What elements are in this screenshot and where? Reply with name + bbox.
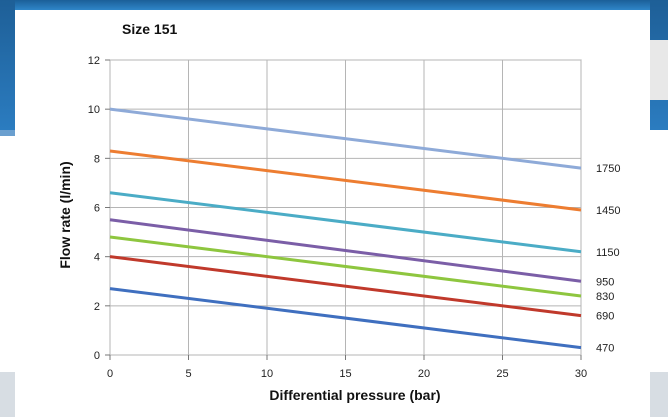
series-label-1750: 1750	[596, 163, 620, 175]
window-top-bar	[0, 0, 668, 10]
y-tick-label: 0	[94, 350, 100, 362]
series-lines	[109, 107, 582, 350]
x-tick-label: 25	[496, 368, 508, 380]
series-line-1150	[109, 191, 582, 254]
x-axis-ticks: 0 5 10 15 20 25 30	[107, 355, 587, 380]
series-label-1450: 1450	[596, 205, 620, 217]
x-tick-label: 0	[107, 368, 113, 380]
x-tick-label: 10	[261, 368, 273, 380]
series-line-1450	[109, 149, 582, 212]
y-tick-label: 4	[94, 252, 100, 264]
left-panel-bottom-strip	[0, 372, 15, 417]
series-label-690: 690	[596, 311, 614, 323]
y-tick-label: 8	[94, 153, 100, 165]
x-tick-label: 5	[185, 368, 191, 380]
series-label-950: 950	[596, 276, 614, 288]
series-label-830: 830	[596, 291, 614, 303]
left-panel-blue-band	[0, 0, 15, 130]
chart-card: Size 151 0 2 4 6 8 10 12 0 5 10 15 20 25 30 1750 1450…	[15, 10, 650, 417]
series-line-830	[109, 235, 582, 298]
chart-title: Size 151	[122, 21, 177, 37]
series-label-470: 470	[596, 343, 614, 355]
y-tick-label: 10	[88, 104, 100, 116]
x-tick-label: 15	[339, 368, 351, 380]
series-line-1750	[109, 107, 582, 170]
right-panel-bottom-strip	[650, 372, 668, 417]
series-label-1150: 1150	[596, 247, 620, 259]
series-line-950	[109, 218, 582, 283]
series-line-690	[109, 255, 582, 318]
flow-rate-chart: Size 151 0 2 4 6 8 10 12 0 5 10 15 20 25 30 1750 1450…	[57, 21, 620, 403]
x-axis-label: Differential pressure (bar)	[269, 387, 440, 403]
y-tick-label: 2	[94, 301, 100, 313]
series-line-470	[109, 287, 582, 350]
y-axis-ticks: 0 2 4 6 8 10 12	[88, 55, 110, 362]
left-panel-accent	[0, 130, 15, 136]
right-panel-gray-block	[650, 40, 668, 100]
x-tick-label: 20	[418, 368, 430, 380]
x-tick-label: 30	[575, 368, 587, 380]
y-tick-label: 12	[88, 55, 100, 67]
y-tick-label: 6	[94, 203, 100, 215]
left-background-panel	[0, 0, 15, 417]
y-axis-label: Flow rate (l/min)	[57, 161, 73, 268]
right-background-panel	[650, 0, 668, 417]
series-end-labels: 1750 1450 1150 950 830 690 470	[596, 163, 620, 354]
